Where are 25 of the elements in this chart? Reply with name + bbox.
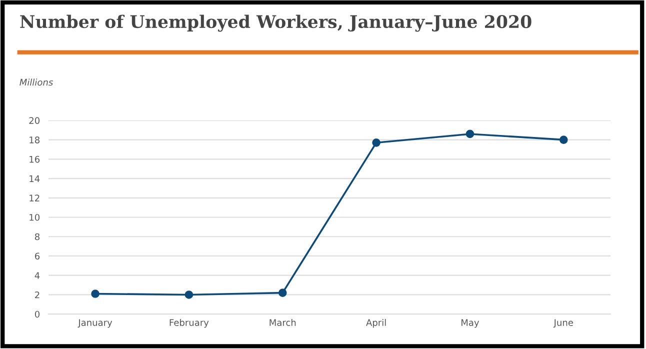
point xyxy=(466,130,474,138)
y-tick-label: 20 xyxy=(29,117,40,124)
y-tick-label: 8 xyxy=(34,233,40,240)
x-tick-label: February xyxy=(170,318,209,328)
x-tick-label: March xyxy=(270,318,296,326)
point xyxy=(372,138,380,147)
y-tick-label: 16 xyxy=(30,156,40,163)
y-tick-label: 18 xyxy=(30,136,40,144)
point xyxy=(278,288,287,297)
point xyxy=(559,136,568,144)
point xyxy=(184,290,194,299)
y-tick-label: 12 xyxy=(30,194,40,202)
y-tick-label: 6 xyxy=(35,252,40,260)
x-tick-label: June xyxy=(553,319,573,328)
x-tick-label: January xyxy=(78,319,112,328)
y-tick-label: 10 xyxy=(30,214,40,221)
x-tick-label: April xyxy=(366,318,386,328)
y-tick-label: 2 xyxy=(35,291,40,298)
y-tick-label: 14 xyxy=(30,175,40,182)
y-tick-label: 0 xyxy=(34,310,40,318)
y-tick-label: 4 xyxy=(34,272,40,279)
y-axis-title: Millions xyxy=(20,78,53,86)
chart-title: Number of Unemployed Workers, January–June 2020 xyxy=(20,14,532,32)
x-tick-label: May xyxy=(462,319,480,328)
point xyxy=(91,290,100,298)
